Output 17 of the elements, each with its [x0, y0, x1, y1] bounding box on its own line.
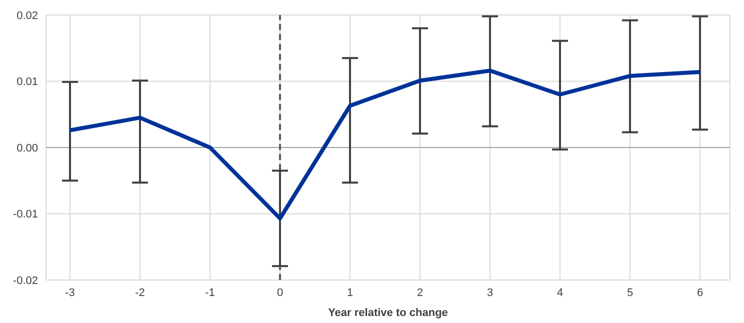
x-tick-label: 3 — [486, 286, 494, 299]
y-tick-label: -0.02 — [12, 274, 38, 287]
x-tick-label: 4 — [556, 286, 564, 299]
x-tick-label: -3 — [65, 286, 75, 299]
y-tick-label: 0.01 — [16, 76, 38, 88]
x-tick-label: -2 — [135, 286, 145, 299]
x-tick-label: 5 — [626, 286, 634, 299]
y-tick-label: 0.00 — [16, 142, 38, 154]
y-tick-label: 0.02 — [16, 10, 38, 22]
x-tick-label: -1 — [205, 286, 215, 299]
x-axis-title: Year relative to change — [328, 307, 448, 319]
line-series — [68, 68, 702, 220]
x-tick-label: 0 — [276, 286, 284, 299]
x-tick-label: 6 — [696, 286, 704, 299]
x-tick-label: 2 — [416, 286, 424, 299]
y-tick-label: -0.01 — [12, 208, 38, 221]
x-tick-label: 1 — [346, 286, 354, 299]
